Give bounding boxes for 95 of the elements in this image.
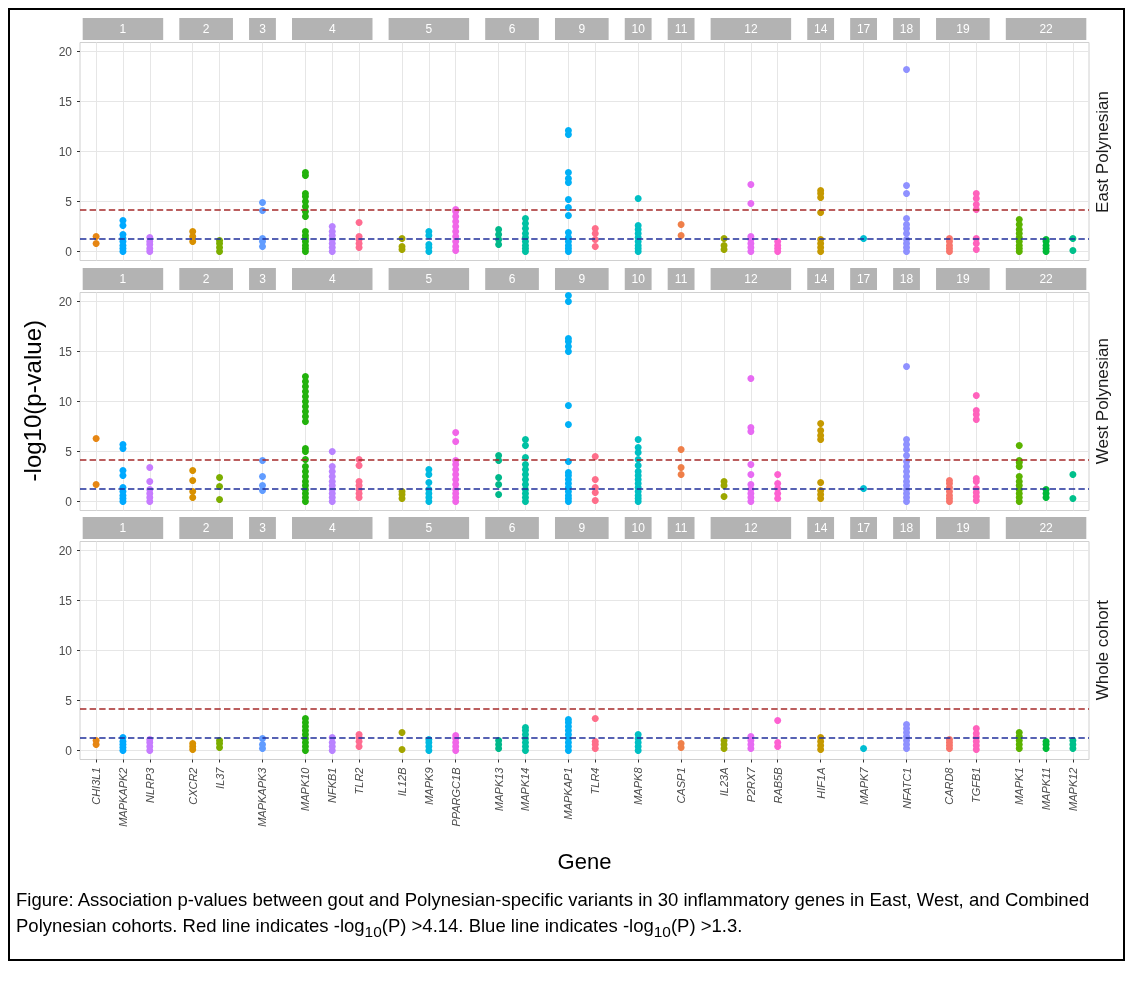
x-tick-label: TLR4 [589, 767, 602, 795]
y-tick-label: 20 [58, 44, 73, 59]
text: 2 [202, 271, 210, 286]
text: 3 [259, 271, 267, 286]
text: 3 [259, 22, 267, 36]
x-tick-label: TLR2 [353, 767, 366, 795]
text: 11 [674, 271, 688, 286]
text: 9 [578, 22, 586, 36]
text: 5 [425, 271, 433, 286]
x-tick-label: MAPK11 [1040, 767, 1053, 811]
y-tick-label: 5 [65, 693, 73, 708]
x-tick-label: NLRP3 [143, 766, 156, 803]
text: 18 [899, 271, 914, 286]
text: 2 [202, 521, 210, 535]
x-tick-label: MAPKAPK3 [256, 766, 269, 827]
x-tick-label: MAPKAPK2 [116, 767, 129, 827]
text: 19 [956, 271, 970, 286]
text: 18 [899, 521, 914, 535]
text: 5 [425, 521, 433, 535]
y-tick-label: 20 [58, 294, 73, 308]
y-tick-label: 15 [58, 94, 73, 109]
x-tick-label: MAPK10 [299, 766, 312, 811]
x-tick-label: CHI3L1 [90, 767, 103, 805]
y-tick-label: 0 [65, 494, 73, 508]
y-tick-label: 0 [65, 743, 73, 758]
x-tick-label: MAPK9 [422, 767, 435, 805]
text: 19 [956, 521, 970, 535]
y-tick-label: 0 [65, 244, 73, 259]
y-tick-label: 5 [65, 194, 73, 209]
text: 6 [508, 271, 516, 286]
text: 1 [119, 521, 127, 535]
x-tick-label: MAPK1 [1013, 767, 1026, 805]
text: 10 [631, 521, 646, 535]
text: 22 [1039, 521, 1054, 535]
text: 22 [1039, 271, 1054, 286]
x-tick-label: MAPK7 [857, 766, 870, 805]
x-tick-label: NFKB1 [326, 767, 339, 803]
text: 18 [899, 22, 914, 36]
y2-axis-title: East Polynesian [1093, 90, 1113, 213]
x-tick-label: MAPK13 [492, 766, 505, 811]
x-tick-label: CARD8 [943, 766, 956, 805]
x-tick-label: HIF1A [814, 767, 827, 799]
x-tick-label: MAPK12 [1066, 767, 1079, 811]
text: 22 [1039, 22, 1054, 36]
text: 14 [813, 22, 828, 36]
x-tick-label: CXCR2 [186, 767, 199, 805]
y2-axis-title: Whole cohort [1093, 600, 1113, 701]
text: 4 [328, 22, 336, 36]
x-tick-label: MAPK8 [632, 766, 645, 805]
text: 10 [631, 22, 646, 36]
x-tick-label: TGFB1 [970, 767, 983, 803]
y-axis-title: -log10(p-value) [19, 320, 47, 482]
y-tick-label: 15 [58, 593, 73, 608]
y-tick-label: 20 [58, 543, 73, 558]
text: 4 [328, 521, 336, 535]
text: 1 [119, 22, 127, 36]
text: 6 [508, 521, 516, 535]
text: 10 [631, 271, 646, 286]
x-tick-label: P2RX7 [744, 766, 757, 803]
text: 14 [813, 271, 828, 286]
x-tick-label: MAPKAP1 [562, 767, 575, 820]
text: 17 [856, 521, 871, 535]
text: 19 [956, 22, 970, 36]
y-tick-label: 10 [58, 144, 73, 159]
y-tick-label: 10 [58, 394, 73, 408]
text: Figure: Association p-values between gout and Polynesian-specific variants in 30 inflammatory genes in East, West, and Combined Polynesian cohorts. Red line indicates -log$_{10}$(P) >4.14. Blue line indicates -log$_{10}$(P) >1.3. [16, 887, 1091, 942]
x-tick-label: RAB5B [771, 767, 784, 804]
text: 12 [744, 22, 758, 36]
text: 2 [202, 22, 210, 36]
y-tick-label: 15 [58, 344, 73, 358]
y-tick-label: 10 [58, 643, 73, 658]
y-tick-label: 5 [65, 444, 73, 458]
text: 1 [119, 271, 127, 286]
text: 4 [328, 271, 336, 286]
text: 12 [744, 521, 758, 535]
text: 9 [578, 271, 586, 286]
text: 11 [674, 521, 688, 535]
x-tick-label: IL12B [396, 767, 409, 797]
text: 9 [578, 521, 586, 535]
x-axis-title: Gene [556, 848, 613, 875]
x-tick-label: NFATC1 [900, 767, 913, 809]
text: 17 [856, 271, 871, 286]
text: 6 [508, 22, 516, 36]
y2-axis-title: West Polynesian [1093, 337, 1113, 465]
text: 12 [744, 271, 758, 286]
text: 17 [856, 22, 871, 36]
x-tick-label: IL23A [718, 767, 731, 797]
x-tick-label: PPARGC1B [449, 767, 462, 827]
text: 5 [425, 22, 433, 36]
text: 14 [813, 521, 828, 535]
text: 11 [674, 22, 688, 36]
text: 3 [259, 521, 267, 535]
x-tick-label: IL37 [213, 766, 226, 789]
x-tick-label: CASP1 [675, 767, 688, 804]
x-tick-label: MAPK14 [519, 767, 532, 811]
